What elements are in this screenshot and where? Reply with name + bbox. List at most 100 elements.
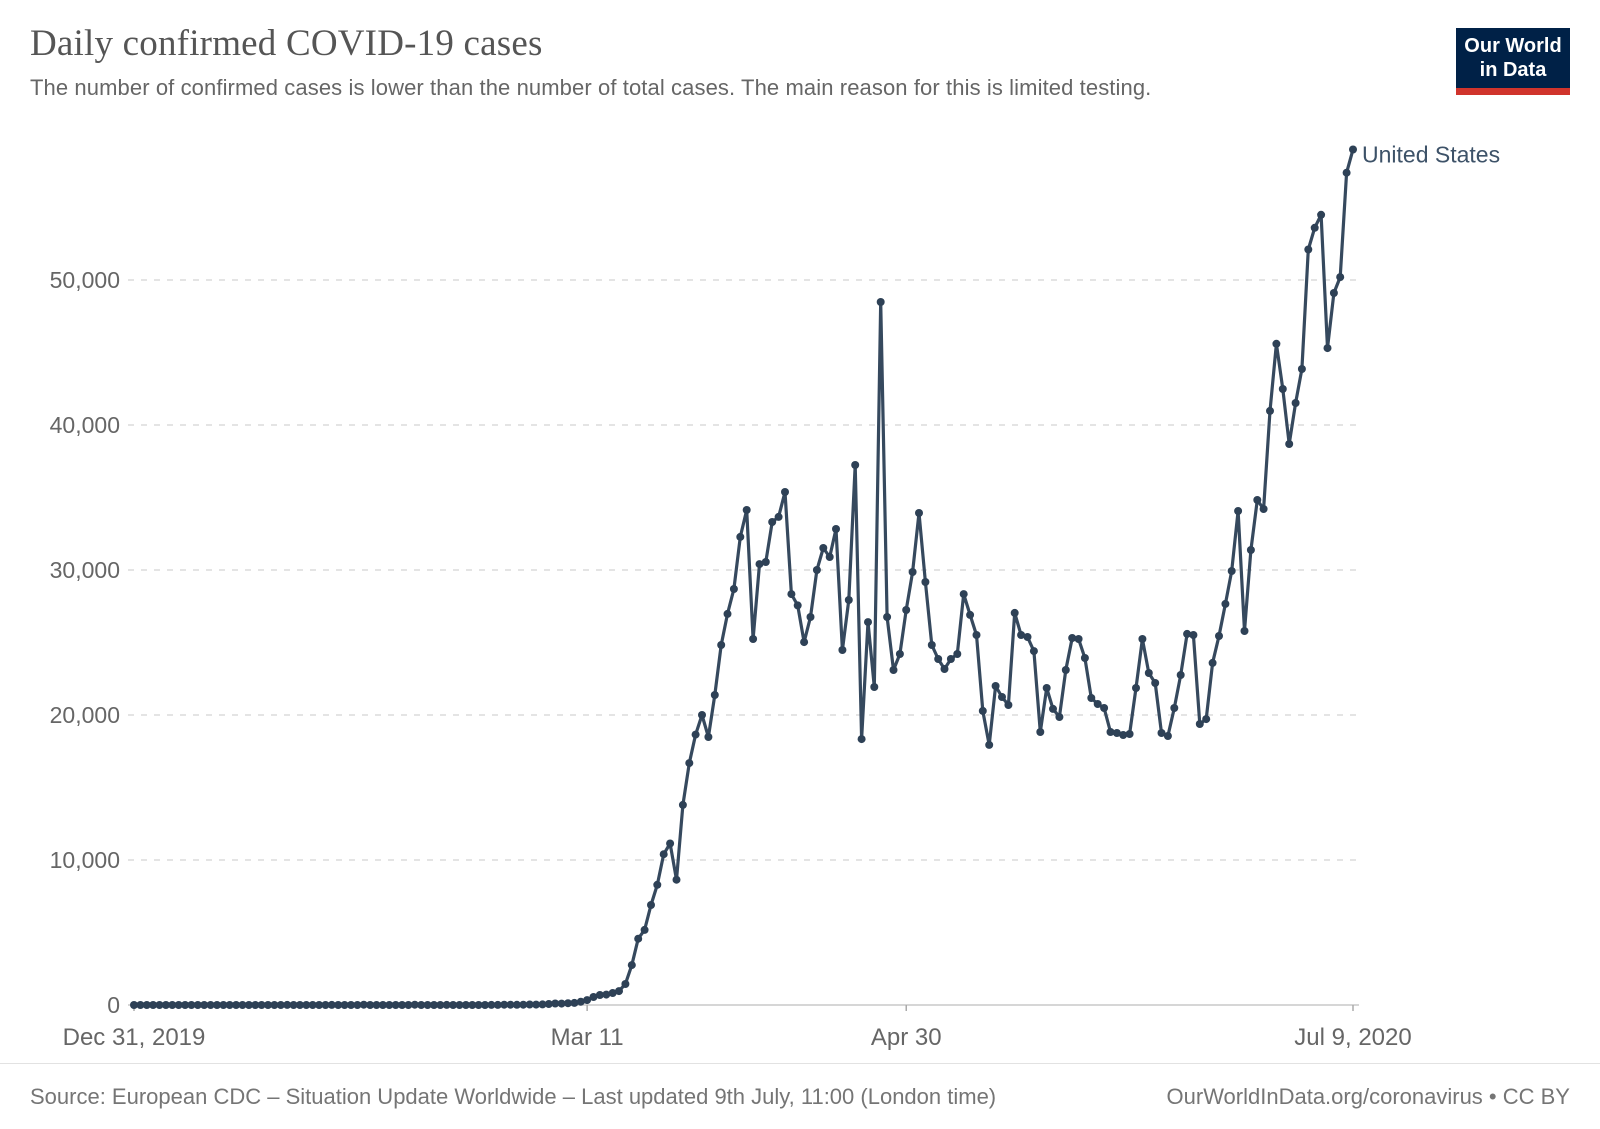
data-point[interactable] xyxy=(781,488,789,496)
data-point[interactable] xyxy=(391,1001,400,1009)
data-point[interactable] xyxy=(130,1001,138,1009)
data-point[interactable] xyxy=(953,650,962,658)
data-point[interactable] xyxy=(366,1001,375,1009)
data-point[interactable] xyxy=(1234,507,1243,515)
data-point[interactable] xyxy=(410,1000,419,1009)
data-point[interactable] xyxy=(257,1001,266,1009)
data-point[interactable] xyxy=(225,1001,234,1009)
data-point[interactable] xyxy=(678,800,687,809)
data-point[interactable] xyxy=(155,1001,164,1009)
cc-by-link[interactable]: CC BY xyxy=(1502,1083,1570,1109)
data-point[interactable] xyxy=(1221,599,1230,608)
data-point[interactable] xyxy=(1132,684,1140,692)
data-point[interactable] xyxy=(455,1001,464,1009)
data-point[interactable] xyxy=(1215,632,1223,640)
data-point[interactable] xyxy=(595,991,604,999)
data-point[interactable] xyxy=(557,999,566,1008)
data-point[interactable] xyxy=(213,1001,221,1009)
data-point[interactable] xyxy=(608,989,617,997)
data-point[interactable] xyxy=(468,1001,477,1009)
data-point[interactable] xyxy=(1138,635,1147,643)
data-point[interactable] xyxy=(289,1001,298,1009)
data-point[interactable] xyxy=(532,1000,541,1009)
data-point[interactable] xyxy=(295,1001,304,1009)
data-point[interactable] xyxy=(340,1001,349,1009)
data-point[interactable] xyxy=(915,509,923,517)
data-point[interactable] xyxy=(372,1001,381,1009)
data-point[interactable] xyxy=(1310,223,1319,232)
data-point[interactable] xyxy=(1100,704,1109,712)
data-point[interactable] xyxy=(589,993,598,1001)
data-point[interactable] xyxy=(729,585,738,593)
data-point[interactable] xyxy=(315,1001,324,1009)
data-point[interactable] xyxy=(244,1001,253,1009)
data-point[interactable] xyxy=(864,618,872,627)
data-point[interactable] xyxy=(1004,701,1013,709)
data-point[interactable] xyxy=(691,730,700,739)
data-point[interactable] xyxy=(327,1000,336,1009)
data-point[interactable] xyxy=(1240,627,1249,635)
data-point[interactable] xyxy=(787,590,796,599)
data-point[interactable] xyxy=(302,1001,311,1009)
data-point[interactable] xyxy=(193,1001,202,1009)
data-point[interactable] xyxy=(1278,385,1287,393)
data-point[interactable] xyxy=(251,1001,260,1009)
data-point[interactable] xyxy=(1259,505,1268,513)
data-point[interactable] xyxy=(576,997,585,1006)
data-point[interactable] xyxy=(1112,729,1121,737)
data-point[interactable] xyxy=(1068,634,1077,642)
data-point[interactable] xyxy=(347,1001,355,1009)
data-point[interactable] xyxy=(142,1001,151,1009)
data-point[interactable] xyxy=(985,740,994,749)
data-point[interactable] xyxy=(710,691,719,699)
data-point[interactable] xyxy=(1317,210,1326,219)
data-point[interactable] xyxy=(998,693,1006,701)
data-point[interactable] xyxy=(1266,406,1274,415)
data-point[interactable] xyxy=(308,1001,317,1009)
chart-canvas[interactable]: 0 10,000 20,000 30,000 40,000 50,000 Dec 31, 2… xyxy=(0,110,1600,1060)
data-point[interactable] xyxy=(493,1000,502,1009)
data-point[interactable] xyxy=(634,934,643,943)
data-point[interactable] xyxy=(1329,289,1338,297)
data-point[interactable] xyxy=(736,532,745,541)
data-point[interactable] xyxy=(704,733,713,741)
data-point[interactable] xyxy=(832,525,840,533)
data-point[interactable] xyxy=(908,568,917,576)
data-point[interactable] xyxy=(1163,732,1172,740)
data-point[interactable] xyxy=(921,578,930,586)
data-point[interactable] xyxy=(857,735,866,744)
data-point[interactable] xyxy=(168,1001,177,1009)
data-point[interactable] xyxy=(398,1001,407,1009)
data-point[interactable] xyxy=(1349,145,1357,154)
data-point[interactable] xyxy=(334,1001,343,1009)
data-point[interactable] xyxy=(436,1001,445,1009)
data-point[interactable] xyxy=(627,961,636,970)
data-point[interactable] xyxy=(902,606,911,614)
data-point[interactable] xyxy=(385,1001,394,1009)
data-point[interactable] xyxy=(723,609,732,618)
data-point[interactable] xyxy=(404,1001,413,1009)
data-point[interactable] xyxy=(991,682,1000,690)
data-point[interactable] xyxy=(946,655,955,663)
data-point[interactable] xyxy=(181,1001,190,1009)
data-point[interactable] xyxy=(1023,633,1032,641)
data-point[interactable] xyxy=(174,1001,183,1009)
data-point[interactable] xyxy=(512,1000,521,1009)
data-point[interactable] xyxy=(1336,273,1345,282)
data-point[interactable] xyxy=(1342,168,1351,177)
data-point[interactable] xyxy=(1119,731,1128,739)
data-point[interactable] xyxy=(793,601,802,610)
data-point[interactable] xyxy=(219,1001,228,1009)
data-point[interactable] xyxy=(1144,669,1153,677)
data-point[interactable] xyxy=(819,544,828,552)
data-point[interactable] xyxy=(474,1001,483,1009)
data-point[interactable] xyxy=(500,1000,509,1009)
data-point[interactable] xyxy=(647,901,655,909)
data-point[interactable] xyxy=(206,1001,215,1009)
data-point[interactable] xyxy=(895,650,904,658)
data-point[interactable] xyxy=(276,1001,285,1009)
data-point[interactable] xyxy=(1074,635,1083,643)
data-point[interactable] xyxy=(812,566,821,574)
data-point[interactable] xyxy=(1208,658,1217,667)
data-point[interactable] xyxy=(1304,245,1313,254)
